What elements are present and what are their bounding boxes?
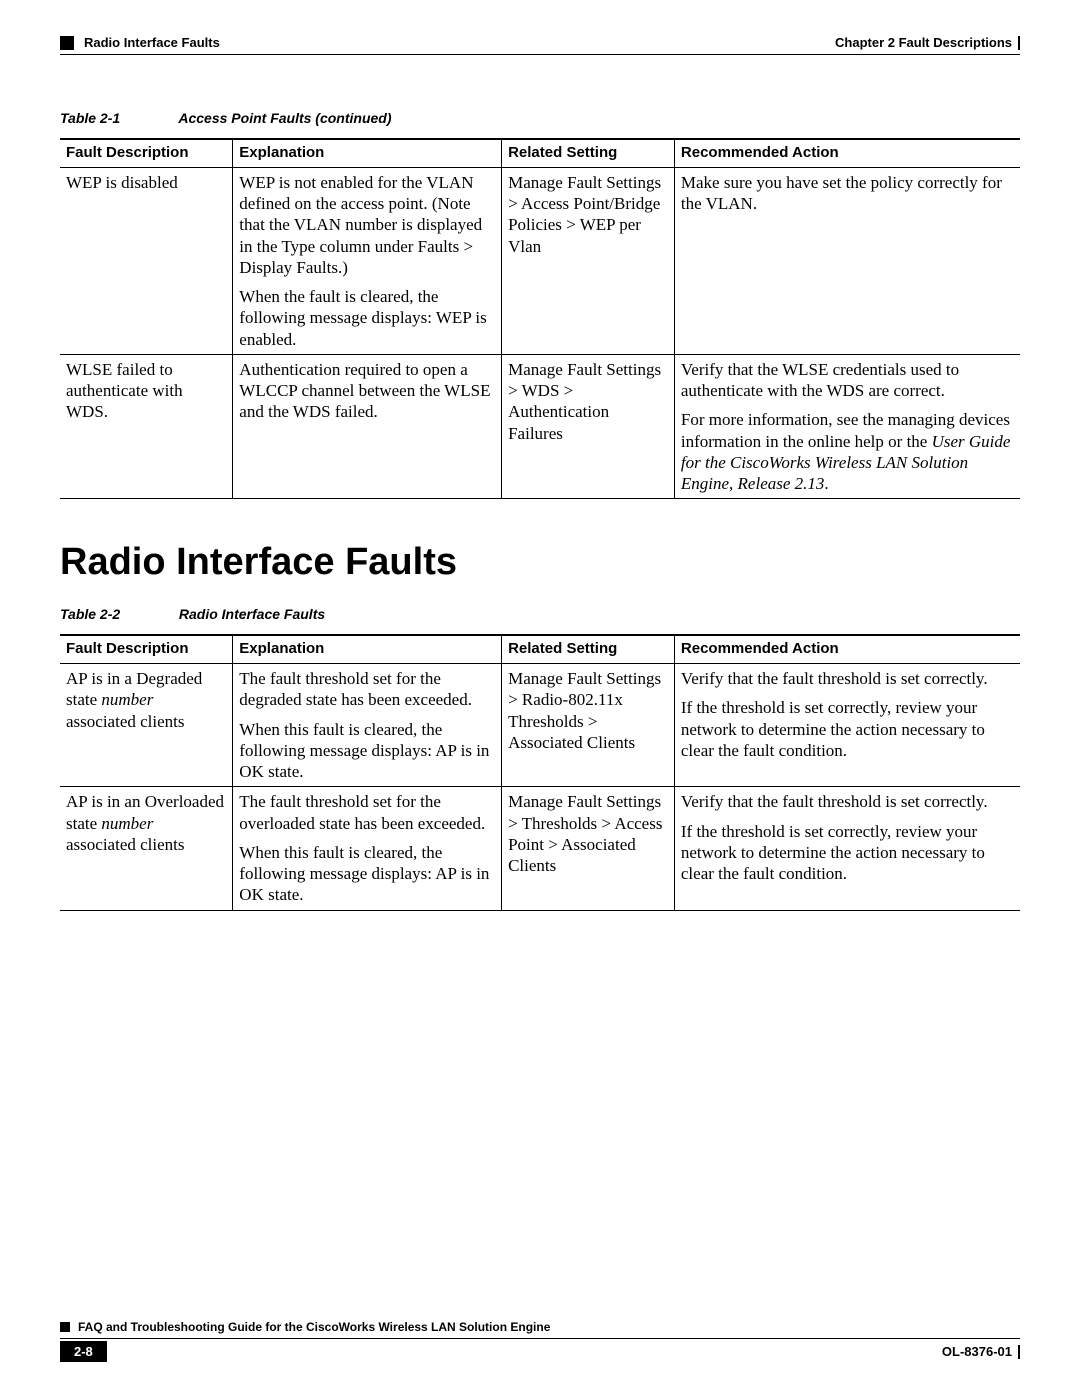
fault-em: number: [101, 814, 153, 833]
cell-setting: Manage Fault Settings > Access Point/Bri…: [502, 167, 675, 354]
table2-header-row: Fault Description Explanation Related Se…: [60, 635, 1020, 663]
table2-col3: Related Setting: [502, 635, 675, 663]
action-p2: For more information, see the managing d…: [681, 409, 1014, 494]
cell-explanation: The fault threshold set for the overload…: [233, 787, 502, 910]
cell-fault: AP is in a Degraded state number associa…: [60, 664, 233, 787]
footer-guide-title: FAQ and Troubleshooting Guide for the Ci…: [78, 1320, 550, 1334]
header-right: Chapter 2 Fault Descriptions: [835, 35, 1020, 50]
explanation-p2: When the fault is cleared, the following…: [239, 286, 495, 350]
cell-explanation: WEP is not enabled for the VLAN defined …: [233, 167, 502, 354]
header-divider: [60, 54, 1020, 55]
cell-action: Verify that the WLSE credentials used to…: [674, 354, 1020, 499]
table-row: AP is in an Overloaded state number asso…: [60, 787, 1020, 910]
explanation-p1: The fault threshold set for the overload…: [239, 791, 495, 834]
cell-setting: Manage Fault Settings > Thresholds > Acc…: [502, 787, 675, 910]
table1-header-row: Fault Description Explanation Related Se…: [60, 139, 1020, 167]
cell-fault: WLSE failed to authenticate with WDS.: [60, 354, 233, 499]
action-p1: Verify that the fault threshold is set c…: [681, 791, 1014, 812]
page-number-badge: 2-8: [60, 1341, 107, 1362]
fault-em: number: [101, 690, 153, 709]
footer-rule-icon: [1018, 1345, 1020, 1359]
table2-caption-num: Table 2-2: [60, 606, 175, 622]
cell-action: Make sure you have set the policy correc…: [674, 167, 1020, 354]
cell-action: Verify that the fault threshold is set c…: [674, 664, 1020, 787]
table2-caption-text: Radio Interface Faults: [179, 606, 325, 622]
table-row: WLSE failed to authenticate with WDS. Au…: [60, 354, 1020, 499]
action-p1: Verify that the WLSE credentials used to…: [681, 359, 1014, 402]
table1-caption-num: Table 2-1: [60, 110, 175, 126]
table1-caption: Table 2-1 Access Point Faults (continued…: [60, 110, 1020, 126]
page-header: Radio Interface Faults Chapter 2 Fault D…: [60, 35, 1020, 50]
cell-explanation: Authentication required to open a WLCCP …: [233, 354, 502, 499]
cell-setting: Manage Fault Settings > WDS > Authentica…: [502, 354, 675, 499]
footer-title-row: FAQ and Troubleshooting Guide for the Ci…: [60, 1320, 1020, 1334]
header-section: Radio Interface Faults: [84, 35, 220, 50]
table2-caption: Table 2-2 Radio Interface Faults: [60, 606, 1020, 622]
section-title: Radio Interface Faults: [60, 541, 1020, 584]
table2: Fault Description Explanation Related Se…: [60, 634, 1020, 910]
action-p1: Make sure you have set the policy correc…: [681, 172, 1014, 215]
header-chapter: Chapter 2 Fault Descriptions: [835, 35, 1012, 50]
cell-explanation: The fault threshold set for the degraded…: [233, 664, 502, 787]
action-p1: Verify that the fault threshold is set c…: [681, 668, 1014, 689]
cell-fault: AP is in an Overloaded state number asso…: [60, 787, 233, 910]
cell-fault: WEP is disabled: [60, 167, 233, 354]
page: Radio Interface Faults Chapter 2 Fault D…: [0, 0, 1080, 1397]
fault-post: associated clients: [66, 835, 185, 854]
footer-square-icon: [60, 1322, 70, 1332]
table-row: WEP is disabled WEP is not enabled for t…: [60, 167, 1020, 354]
table1-col3: Related Setting: [502, 139, 675, 167]
header-left: Radio Interface Faults: [60, 35, 220, 50]
doc-id: OL-8376-01: [942, 1344, 1012, 1359]
table1-col4: Recommended Action: [674, 139, 1020, 167]
doc-id-wrap: OL-8376-01: [942, 1344, 1020, 1359]
explanation-p2: When this fault is cleared, the followin…: [239, 719, 495, 783]
action-p2: If the threshold is set correctly, revie…: [681, 821, 1014, 885]
table2-col1: Fault Description: [60, 635, 233, 663]
header-square-icon: [60, 36, 74, 50]
cell-action: Verify that the fault threshold is set c…: [674, 787, 1020, 910]
explanation-p1: The fault threshold set for the degraded…: [239, 668, 495, 711]
page-footer: FAQ and Troubleshooting Guide for the Ci…: [60, 1320, 1020, 1362]
footer-divider: [60, 1338, 1020, 1339]
explanation-p2: When this fault is cleared, the followin…: [239, 842, 495, 906]
footer-bottom: 2-8 OL-8376-01: [60, 1341, 1020, 1362]
cell-setting: Manage Fault Settings > Radio-802.11x Th…: [502, 664, 675, 787]
explanation-p1: WEP is not enabled for the VLAN defined …: [239, 172, 495, 278]
table-row: AP is in a Degraded state number associa…: [60, 664, 1020, 787]
fault-post: associated clients: [66, 712, 185, 731]
table1-col1: Fault Description: [60, 139, 233, 167]
action-p2-post: .: [824, 474, 828, 493]
header-rule-icon: [1018, 36, 1020, 50]
table1-caption-text: Access Point Faults (continued): [178, 110, 391, 126]
explanation-p1: Authentication required to open a WLCCP …: [239, 359, 495, 423]
table2-col2: Explanation: [233, 635, 502, 663]
action-p2: If the threshold is set correctly, revie…: [681, 697, 1014, 761]
table1-col2: Explanation: [233, 139, 502, 167]
table2-col4: Recommended Action: [674, 635, 1020, 663]
table1: Fault Description Explanation Related Se…: [60, 138, 1020, 499]
